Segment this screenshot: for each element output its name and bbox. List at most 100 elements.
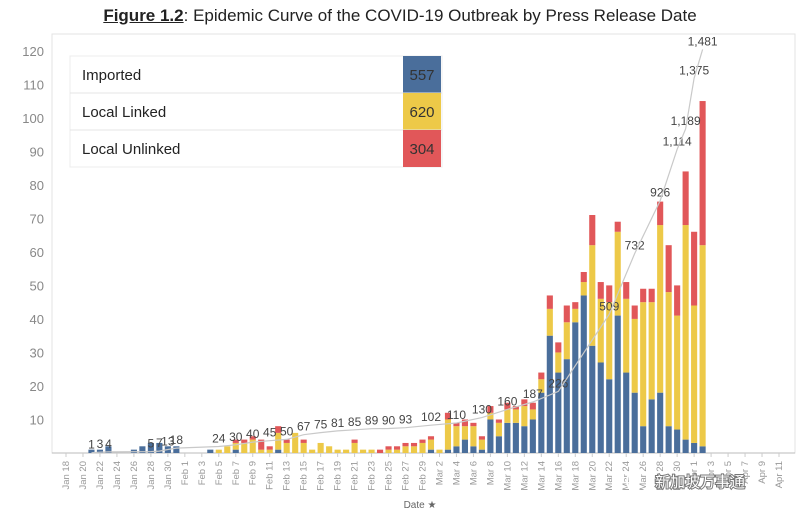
bar-segment [572,308,579,323]
bar-segment [309,449,316,453]
bar-segment [563,322,570,360]
bar-segment [444,449,452,453]
cumulative-label: 3 [97,437,104,451]
bar-segment [495,419,502,423]
y-tick-label: 60 [30,245,44,260]
bar-segment [385,446,392,450]
bar-segment [699,101,706,246]
x-tick-label: Apr 9 [757,461,768,484]
bar-segment [470,446,477,453]
x-tick-label: Apr 1 [689,461,700,484]
cumulative-label: 926 [650,186,670,200]
x-tick-label: Mar 28 [655,461,666,491]
bar-segment [674,315,681,430]
bar-segment [258,449,265,453]
x-tick-label: Jan 28 [146,461,157,490]
bar-segment [521,399,528,407]
x-tick-label: Apr 7 [740,461,751,484]
bar-segment [249,439,256,453]
bar-segment [495,436,502,453]
bar-segment [487,412,494,420]
bar-segment [597,362,604,453]
bar-segment [478,439,485,450]
bar-segment [640,288,647,303]
y-tick-label: 100 [22,111,44,126]
bar-segment [640,426,647,453]
bar-segment [504,409,511,423]
bar-segment [351,442,358,453]
x-tick-label: Mar 20 [587,461,598,491]
x-tick-label: Apr 5 [723,461,734,484]
bar-segment [538,372,545,380]
bar-segment [232,442,239,450]
bar-segment [614,315,621,453]
bar-segment [317,442,324,453]
x-tick-label: Mar 26 [638,461,649,491]
bar-segment [538,392,545,453]
bar-segment [266,449,273,453]
bar-segment [580,271,587,283]
bar-segment [640,302,647,427]
x-tick-label: Mar 8 [485,461,496,485]
bar-segment [410,446,418,453]
y-tick-label: 10 [30,412,44,427]
cumulative-label: 1,114 [663,134,692,148]
bar-segment [597,282,604,299]
cumulative-label: 85 [348,415,362,429]
bar-segment [699,245,706,447]
cumulative-label: 1 [88,438,95,452]
x-tick-label: Mar 24 [621,461,632,491]
bar-segment [215,449,222,453]
legend-total: 304 [409,141,434,158]
bar-segment [487,406,494,413]
x-tick-label: Feb 13 [282,461,293,491]
bar-segment [283,442,290,453]
legend-swatch [403,130,441,167]
title-text: : Epidemic Curve of the COVID-19 Outbrea… [183,6,697,25]
bar-segment [614,231,621,316]
x-tick-label: Jan 26 [129,461,140,490]
legend-label: Local Unlinked [82,141,180,158]
cumulative-label: 226 [548,376,568,390]
bar-segment [283,439,290,443]
bar-segment [470,426,477,447]
x-tick-label: Mar 22 [604,461,615,491]
bar-segment [300,439,307,443]
bar-segment [207,449,214,453]
bar-segment [377,449,384,453]
bar-segment [139,446,146,453]
cumulative-label: 18 [170,433,184,447]
bar-segment [691,231,698,306]
bar-segment [555,372,562,453]
bar-segment [419,439,426,443]
bar-segment [402,442,409,447]
bar-segment [393,449,401,453]
cumulative-label: 93 [399,413,413,427]
legend-label: Local Linked [82,104,166,121]
cumulative-label: 89 [365,414,379,428]
bar-segment [453,426,460,447]
cumulative-label: 40 [246,427,260,441]
bar-segment [410,442,418,447]
x-tick-label: Feb 9 [248,461,259,485]
x-tick-label: Feb 15 [299,461,310,491]
x-tick-label: Apr 11 [774,461,785,488]
bar-segment [521,406,528,427]
x-tick-label: Mar 12 [519,461,530,491]
bar-segment [665,245,672,293]
bar-segment [470,422,477,427]
bar-segment [657,225,664,393]
bar-segment [682,225,689,440]
bar-segment [419,442,426,453]
bar-segment [606,379,613,453]
y-tick-label: 40 [30,312,44,327]
bar-segment [546,295,553,309]
legend-total: 620 [409,104,434,121]
bar-segment [563,305,570,323]
y-tick-label: 80 [30,178,44,193]
bar-segment [487,419,494,453]
x-tick-label: Feb 3 [197,461,208,485]
cumulative-label: 24 [212,431,226,445]
bar-segment [453,422,460,427]
cumulative-label: 45 [263,426,277,440]
